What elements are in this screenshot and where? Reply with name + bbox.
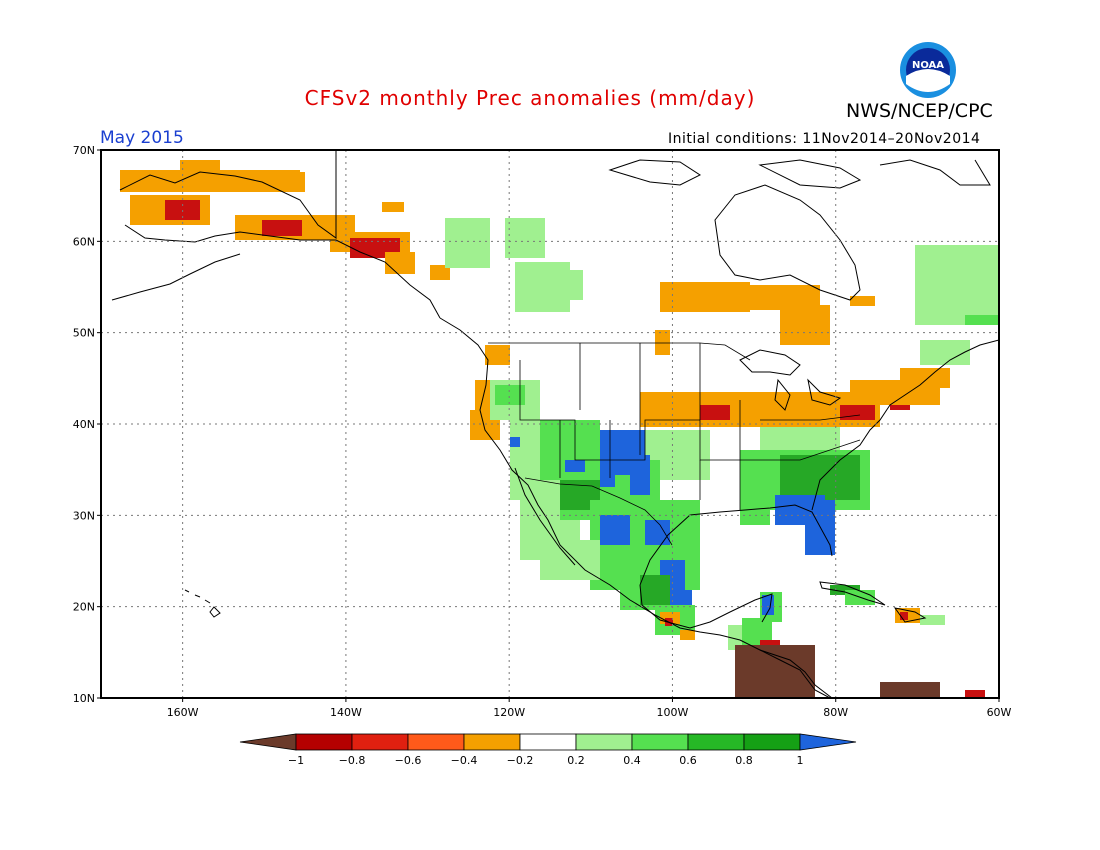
anomaly-cell <box>655 330 670 355</box>
anomaly-cell <box>645 520 670 545</box>
colorbar-segment <box>407 733 465 751</box>
colorbar-end-high <box>799 733 857 751</box>
anomaly-cell <box>505 218 545 258</box>
anomaly-cell <box>180 160 220 190</box>
colorbar-segment <box>575 733 633 751</box>
colorbar-tick-label: 0.4 <box>623 754 641 767</box>
anomaly-cell <box>880 682 940 698</box>
anomaly-cell <box>900 368 950 388</box>
anomaly-cell <box>965 315 999 325</box>
anomaly-cell <box>385 252 415 274</box>
colorbar-tick-label: −0.4 <box>451 754 478 767</box>
noaa-logo: NOAA <box>900 42 956 98</box>
anomaly-field <box>120 160 999 698</box>
valid-month-label: May 2015 <box>100 128 184 148</box>
anomaly-cell <box>965 690 985 698</box>
graticule <box>101 150 999 698</box>
colorbar-segment <box>351 733 409 751</box>
colorbar-segment <box>631 733 689 751</box>
colorbar-segment <box>295 733 353 751</box>
colorbar-tick-label: 1 <box>797 754 804 767</box>
colorbar-tick-label: 0.6 <box>679 754 697 767</box>
colorbar-segment <box>743 733 801 751</box>
colorbar-tick-label: −0.2 <box>507 754 534 767</box>
anomaly-cell <box>382 202 404 212</box>
anomaly-cell <box>430 265 450 280</box>
anomaly-cell <box>780 455 860 500</box>
lon-label: 100W <box>657 706 689 719</box>
colorbar-end-low <box>239 733 297 751</box>
anomaly-cell <box>600 515 630 545</box>
lon-label: 120W <box>493 706 525 719</box>
lon-label: 140W <box>330 706 362 719</box>
colorbar: −1 −0.8 −0.6 −0.4 −0.2 0.2 0.4 0.6 0.8 1 <box>239 733 857 767</box>
anomaly-cell <box>900 612 908 620</box>
anomaly-cell <box>680 630 695 640</box>
anomaly-cell <box>915 245 999 325</box>
anomaly-cell <box>660 282 750 312</box>
longitude-labels: 160W 140W 120W 100W 80W 60W <box>167 698 1012 719</box>
lon-label: 60W <box>987 706 1012 719</box>
lat-label: 50N <box>73 327 95 340</box>
lat-label: 30N <box>73 509 95 522</box>
colorbar-tick-label: −0.6 <box>395 754 422 767</box>
anomaly-cell <box>840 405 875 420</box>
anomaly-cell <box>780 690 810 698</box>
anomaly-cell <box>850 296 875 306</box>
lat-label: 10N <box>73 692 95 705</box>
lat-label: 20N <box>73 601 95 614</box>
colorbar-segment <box>519 733 577 751</box>
coastlines <box>111 150 999 698</box>
anomaly-cell <box>600 475 615 487</box>
political-borders <box>488 342 861 546</box>
colorbar-tick-label: 0.8 <box>735 754 753 767</box>
lon-label: 160W <box>167 706 199 719</box>
anomaly-cell <box>565 460 585 472</box>
initial-conditions-label: Initial conditions: 11Nov2014–20Nov2014 <box>668 131 981 147</box>
lat-label: 40N <box>73 418 95 431</box>
anomaly-cell <box>920 615 945 625</box>
anomaly-cell <box>700 405 730 420</box>
anomaly-cell <box>920 340 970 365</box>
anomaly-cell <box>495 385 525 405</box>
anomaly-cell <box>445 218 490 268</box>
anomaly-cell <box>262 220 302 236</box>
logo-text: NOAA <box>912 60 944 71</box>
anomaly-cell <box>640 575 670 605</box>
anomaly-cell <box>250 172 305 192</box>
lat-label: 60N <box>73 235 95 248</box>
anomaly-cell <box>780 305 830 345</box>
anomaly-cell <box>630 455 650 495</box>
anomaly-cell <box>510 437 520 447</box>
latitude-labels: 70N 60N 50N 40N 30N 20N 10N <box>73 144 101 705</box>
map-title: CFSv2 monthly Prec anomalies (mm/day) <box>304 86 756 110</box>
anomaly-cell <box>485 345 510 365</box>
colorbar-tick-label: 0.2 <box>567 754 585 767</box>
colorbar-segment <box>687 733 745 751</box>
colorbar-tick-label: −1 <box>288 754 304 767</box>
anomaly-cell <box>553 270 583 300</box>
lat-label: 70N <box>73 144 95 157</box>
lon-label: 80W <box>823 706 848 719</box>
colorbar-segment <box>463 733 521 751</box>
agency-label: NWS/NCEP/CPC <box>846 100 993 122</box>
colorbar-tick-label: −0.8 <box>339 754 366 767</box>
